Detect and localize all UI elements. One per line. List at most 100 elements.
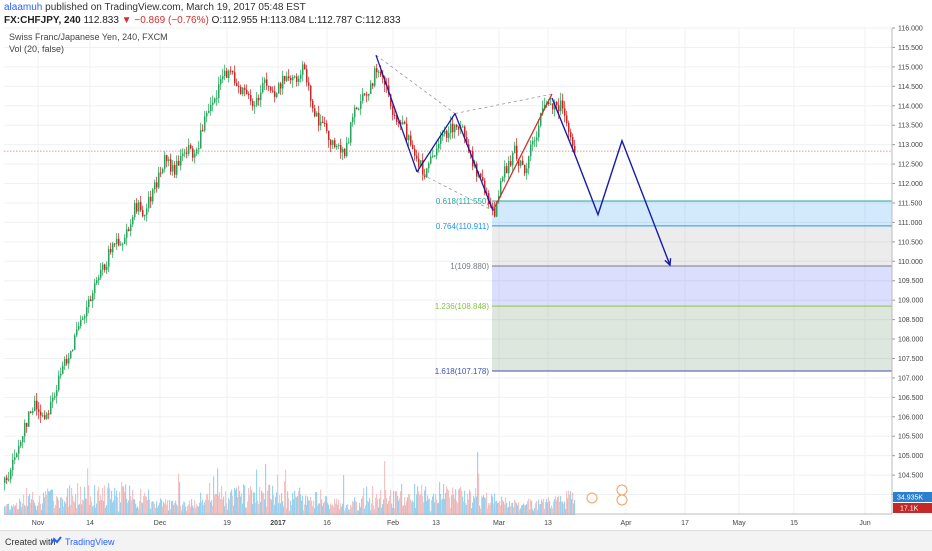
candle-body [216, 97, 218, 99]
zigzag-helper-line [416, 171, 494, 212]
candle-body [466, 137, 468, 145]
volume-bar [272, 485, 274, 515]
candle-body [534, 140, 536, 142]
series-legend[interactable]: Swiss Franc/Japanese Yen, 240, FXCM [9, 32, 168, 42]
volume-bar [335, 503, 337, 515]
volume-bar [169, 499, 171, 515]
candle-body [516, 145, 518, 159]
candle-body [96, 280, 98, 284]
candle-body [452, 123, 454, 133]
chart-grid [4, 27, 892, 514]
candle-body [134, 203, 136, 217]
volume-bar [351, 507, 353, 515]
volume-bar [223, 496, 225, 515]
volume-bar [103, 501, 105, 515]
volume-bar [138, 508, 140, 515]
x-tick-label: Apr [621, 520, 633, 527]
volume-bar [329, 508, 331, 515]
candle-body [562, 100, 564, 109]
indicator-legend[interactable]: Vol (20, false) [9, 44, 65, 54]
y-tick-label: 108.000 [898, 337, 923, 344]
volume-bar [51, 489, 53, 515]
volume-bar [488, 502, 490, 515]
volume-bar [413, 502, 415, 515]
volume-bar [149, 499, 151, 515]
volume-bar [186, 510, 188, 515]
volume-bar [558, 495, 560, 515]
volume-bar [507, 507, 509, 515]
volume-bar [52, 489, 54, 515]
candle-body [326, 123, 328, 131]
x-tick-label: 17 [681, 520, 689, 527]
volume-bar [72, 495, 74, 515]
volume-bars [4, 452, 576, 515]
candle-body [296, 76, 298, 82]
volume-bar [85, 498, 87, 515]
volume-bar [84, 487, 86, 515]
volume-bar [448, 490, 450, 515]
y-tick-label: 109.500 [898, 278, 923, 285]
volume-bar [457, 502, 459, 515]
volume-bar [144, 492, 146, 515]
volume-bar [417, 486, 419, 515]
volume-bar [500, 505, 502, 515]
volume-bar [516, 503, 518, 515]
volume-bar [231, 489, 233, 515]
volume-bar [478, 473, 480, 515]
volume-bar [286, 508, 288, 515]
volume-bar [254, 492, 256, 515]
candle-body [70, 350, 72, 359]
volume-bar [19, 498, 21, 515]
candle-body [74, 335, 76, 350]
volume-bar [416, 494, 418, 515]
candle-body [570, 132, 572, 138]
volume-bar [453, 494, 455, 515]
volume-bar [110, 499, 112, 515]
volume-bar [160, 498, 162, 515]
volume-bar [524, 505, 526, 515]
volume-bar [471, 508, 473, 515]
candle-body [524, 164, 526, 174]
candle-body [442, 133, 444, 137]
volume-bar [462, 496, 464, 515]
candle-body [100, 269, 102, 278]
y-tick-label: 108.500 [898, 317, 923, 324]
volume-bar [492, 496, 494, 515]
volume-bar [8, 503, 10, 515]
volume-bar [384, 461, 386, 515]
volume-bar [215, 493, 217, 515]
volume-bar [258, 503, 260, 515]
candle-body [174, 165, 176, 175]
volume-bar [419, 495, 421, 515]
candle-body [78, 326, 80, 330]
candle-body [246, 89, 248, 95]
volume-bar [107, 487, 109, 515]
volume-bar [315, 492, 317, 515]
event-markers [586, 484, 628, 506]
candle-body [336, 145, 338, 148]
volume-bar [455, 489, 457, 515]
candle-body [530, 144, 532, 157]
candle-body [36, 400, 38, 410]
volume-bar [133, 499, 135, 515]
candle-body [392, 106, 394, 116]
symbol-label[interactable]: FX:CHFJPY, 240 [4, 15, 81, 26]
candle-body [328, 130, 330, 141]
price-chart[interactable]: 0.618(111.550) 0.764(110.911) 1(109.880) 1.… [0, 0, 932, 530]
volume-bar [253, 492, 255, 515]
volume-bar [512, 502, 514, 515]
volume-bar [431, 500, 433, 515]
volume-bar [360, 507, 362, 515]
volume-bar [550, 508, 552, 515]
volume-bar [89, 504, 91, 515]
volume-bar [105, 507, 107, 515]
candle-body [154, 182, 156, 190]
volume-bar [391, 503, 393, 515]
tradingview-link[interactable]: TradingView [65, 537, 115, 547]
volume-bar [451, 495, 453, 515]
candle-body [272, 90, 274, 92]
author-link[interactable]: alaamuh [4, 2, 43, 13]
volume-bar [354, 497, 356, 515]
volume-bar [120, 502, 122, 515]
x-tick-label: Feb [387, 520, 399, 527]
